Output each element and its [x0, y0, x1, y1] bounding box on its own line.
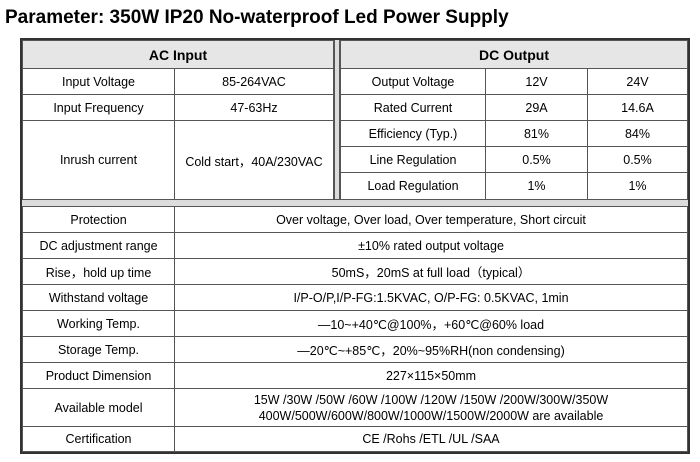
spec-value-working-temp: —10~+40℃@100%，+60℃@60% load	[174, 310, 688, 337]
ac-value-inrush-current: Cold start，40A/230VAC	[174, 120, 334, 200]
spec-value-withstand-voltage: I/P-O/P,I/P-FG:1.5KVAC, O/P-FG: 0.5KVAC,…	[174, 284, 688, 311]
ac-label-input-frequency: Input Frequency	[22, 94, 175, 121]
dc-24v-line-regulation: 0.5%	[587, 146, 688, 173]
spec-label-rise-hold-up: Rise，hold up time	[22, 258, 175, 285]
spec-label-certification: Certification	[22, 426, 175, 452]
spec-value-rise-hold-up: 50mS，20mS at full load（typical）	[174, 258, 688, 285]
page-title: Parameter: 350W IP20 No-waterproof Led P…	[5, 7, 509, 28]
spec-label-product-dimension: Product Dimension	[22, 362, 175, 389]
dc-label-line-regulation: Line Regulation	[340, 146, 486, 173]
dc-12v-output-voltage: 12V	[485, 68, 588, 95]
spec-value-available-model: 15W /30W /50W /60W /100W /120W /150W /20…	[174, 388, 688, 427]
dc-12v-line-regulation: 0.5%	[485, 146, 588, 173]
spec-label-available-model: Available model	[22, 388, 175, 427]
spec-label-protection: Protection	[22, 206, 175, 233]
dc-12v-rated-current: 29A	[485, 94, 588, 121]
spec-value-storage-temp: —20℃~+85℃，20%~95%RH(non condensing)	[174, 336, 688, 363]
spec-label-working-temp: Working Temp.	[22, 310, 175, 337]
dc-label-output-voltage: Output Voltage	[340, 68, 486, 95]
dc-output-header: DC Output	[340, 40, 688, 69]
dc-label-efficiency: Efficiency (Typ.)	[340, 120, 486, 147]
ac-input-header: AC Input	[22, 40, 334, 69]
ac-value-input-frequency: 47-63Hz	[174, 94, 334, 121]
dc-24v-output-voltage: 24V	[587, 68, 688, 95]
spec-value-protection: Over voltage, Over load, Over temperatur…	[174, 206, 688, 233]
ac-value-input-voltage: 85-264VAC	[174, 68, 334, 95]
ac-label-inrush-current: Inrush current	[22, 120, 175, 200]
dc-label-load-regulation: Load Regulation	[340, 172, 486, 200]
ac-label-input-voltage: Input Voltage	[22, 68, 175, 95]
dc-label-rated-current: Rated Current	[340, 94, 486, 121]
dc-24v-load-regulation: 1%	[587, 172, 688, 200]
spec-label-storage-temp: Storage Temp.	[22, 336, 175, 363]
dc-24v-rated-current: 14.6A	[587, 94, 688, 121]
available-model-line-1: 15W /30W /50W /60W /100W /120W /150W /20…	[253, 392, 609, 407]
available-model-line-2: 400W/500W/600W/800W/1000W/1500W/2000W ar…	[258, 408, 604, 423]
dc-12v-load-regulation: 1%	[485, 172, 588, 200]
spec-value-product-dimension: 227×115×50mm	[174, 362, 688, 389]
spec-value-dc-adjustment: ±10% rated output voltage	[174, 232, 688, 259]
spec-label-dc-adjustment: DC adjustment range	[22, 232, 175, 259]
spec-label-withstand-voltage: Withstand voltage	[22, 284, 175, 311]
dc-12v-efficiency: 81%	[485, 120, 588, 147]
column-divider	[334, 40, 340, 200]
spec-table: AC Input Input Voltage 85-264VAC Input F…	[20, 38, 690, 454]
dc-24v-efficiency: 84%	[587, 120, 688, 147]
spec-value-certification: CE /Rohs /ETL /UL /SAA	[174, 426, 688, 452]
